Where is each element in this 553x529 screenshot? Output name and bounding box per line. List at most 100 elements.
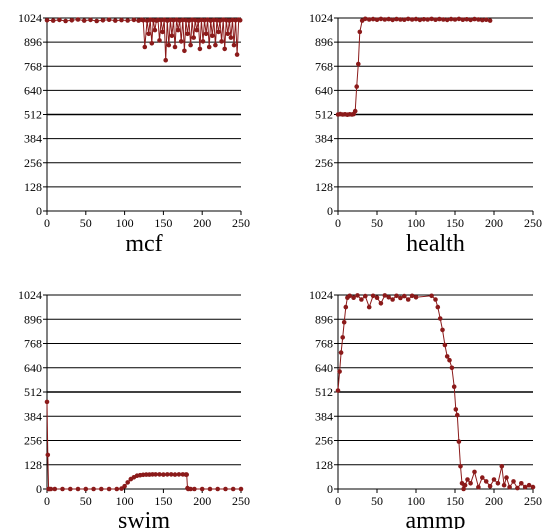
y-tick-label: 640 <box>315 361 333 375</box>
data-point <box>113 18 118 23</box>
y-tick-label: 768 <box>24 337 42 351</box>
x-tick-label: 250 <box>232 216 250 230</box>
data-point <box>405 16 411 22</box>
data-point <box>153 472 158 477</box>
x-tick-label: 0 <box>44 494 50 508</box>
data-point <box>487 483 493 489</box>
y-tick-label: 896 <box>24 312 42 326</box>
data-point <box>413 16 419 22</box>
data-point <box>355 293 360 298</box>
data-point <box>234 52 240 57</box>
data-point <box>223 486 228 492</box>
data-point <box>163 57 168 63</box>
data-point <box>188 486 193 492</box>
y-tick-label: 0 <box>327 204 333 218</box>
data-point <box>441 17 446 22</box>
data-point <box>437 16 442 22</box>
data-point <box>394 293 399 299</box>
x-tick-label: 250 <box>524 216 542 230</box>
data-point <box>456 439 462 444</box>
chart-title: health <box>406 231 465 257</box>
data-point <box>338 350 344 355</box>
data-point <box>75 486 81 492</box>
data-point <box>519 481 524 486</box>
data-point <box>495 481 501 486</box>
data-point <box>378 301 384 306</box>
data-point <box>449 365 455 371</box>
data-point <box>370 293 376 299</box>
data-point <box>122 483 127 489</box>
data-point <box>429 293 434 299</box>
data-point <box>468 481 473 486</box>
data-point <box>192 486 197 492</box>
data-point <box>172 472 178 477</box>
data-point <box>435 304 441 310</box>
data-point <box>440 327 445 333</box>
data-point <box>356 61 361 67</box>
data-point <box>511 479 516 484</box>
y-tick-label: 1024 <box>18 288 42 302</box>
data-point <box>203 31 209 37</box>
data-point <box>390 297 395 302</box>
data-point <box>402 17 407 23</box>
data-point <box>462 482 468 488</box>
y-tick-label: 1024 <box>309 288 333 302</box>
chart-panel-mcf: 0 128 256 384 512 640 768 896 1024 0 50 100 150 200 25… <box>18 11 250 257</box>
data-point <box>444 17 450 23</box>
y-tick-label: 384 <box>315 132 333 146</box>
data-point <box>175 27 181 33</box>
data-point <box>140 18 146 23</box>
data-point <box>50 18 56 23</box>
x-tick-label: 0 <box>335 494 341 508</box>
data-point <box>472 469 477 475</box>
data-point <box>100 18 106 23</box>
data-point <box>48 486 54 492</box>
data-point <box>152 27 158 33</box>
data-point <box>352 108 358 114</box>
data-point <box>335 388 341 393</box>
y-tick-label: 512 <box>24 108 42 122</box>
y-tick-label: 1024 <box>18 11 42 25</box>
y-tick-label: 0 <box>327 482 333 496</box>
x-tick-label: 150 <box>446 494 464 508</box>
data-point <box>81 18 87 23</box>
data-point <box>455 412 460 418</box>
data-point <box>354 84 360 89</box>
data-point <box>409 293 415 299</box>
data-point <box>480 17 485 23</box>
data-point <box>357 29 363 35</box>
data-point <box>125 480 130 485</box>
data-point <box>199 486 205 492</box>
data-point <box>210 33 215 38</box>
series-line <box>46 18 241 61</box>
x-tick-label: 100 <box>116 216 134 230</box>
data-point <box>421 17 427 22</box>
data-point <box>157 472 162 477</box>
y-tick-label: 768 <box>315 337 333 351</box>
data-point <box>176 472 182 477</box>
chart-panel-health: 0 128 256 384 512 640 768 896 1024 0 50 100 150 200 25… <box>309 11 542 257</box>
data-point <box>382 293 388 298</box>
data-point <box>191 35 196 40</box>
data-point <box>238 486 244 492</box>
data-point <box>386 295 392 300</box>
x-tick-label: 250 <box>232 494 250 508</box>
data-point <box>340 335 346 340</box>
data-point <box>351 295 356 301</box>
data-point <box>231 42 237 48</box>
data-point <box>230 486 236 492</box>
data-point <box>398 295 403 301</box>
y-tick-label: 768 <box>24 59 42 73</box>
x-tick-label: 150 <box>446 216 464 230</box>
data-point <box>402 293 407 299</box>
data-point <box>207 486 213 492</box>
data-point <box>366 17 372 22</box>
data-point <box>425 17 431 22</box>
data-point <box>464 17 470 22</box>
data-point <box>45 452 51 458</box>
data-point <box>448 16 454 22</box>
data-point <box>417 17 423 23</box>
data-point <box>185 31 190 37</box>
y-tick-label: 128 <box>315 180 333 194</box>
